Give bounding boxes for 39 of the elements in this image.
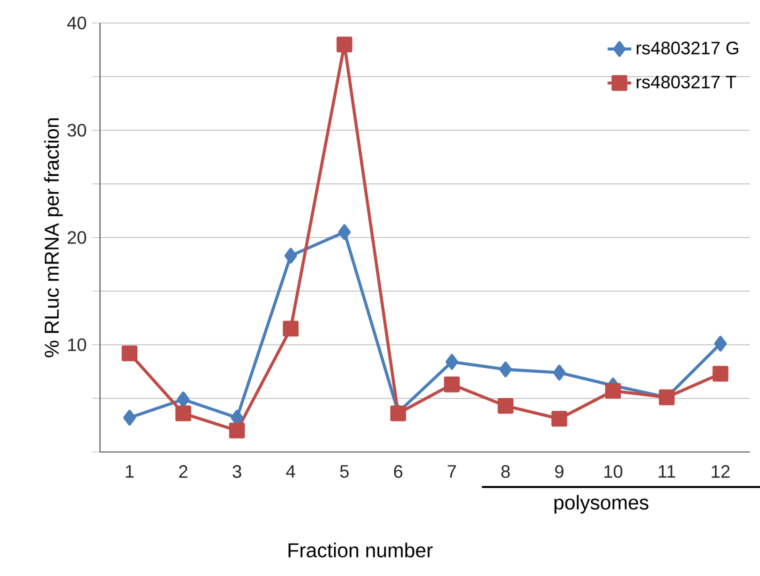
point	[336, 36, 352, 52]
point	[444, 376, 460, 392]
point	[605, 382, 621, 399]
x-tick-label: 12	[712, 465, 730, 478]
y-axis-title: % RLuc mRNA per fraction	[44, 118, 63, 358]
x-tick-label: 9	[555, 465, 564, 478]
x-tick-label: 10	[604, 465, 622, 478]
point	[712, 366, 728, 382]
point	[499, 362, 512, 378]
point	[551, 410, 568, 427]
x-axis-title: Fraction number	[288, 542, 433, 558]
legend-label: rs4803217 G	[636, 42, 738, 54]
y-tick-label: 30	[67, 124, 86, 137]
x-tick-label: 8	[501, 465, 510, 478]
point	[498, 398, 514, 414]
legend-label: rs4803217 T	[636, 76, 736, 88]
point	[282, 320, 299, 337]
point	[714, 336, 727, 352]
x-tick-label: 6	[394, 465, 402, 478]
x-tick-label: 2	[179, 465, 188, 478]
y-tick-label: 10	[68, 338, 86, 352]
x-tick-label: 4	[286, 465, 296, 478]
x-tick-label: 5	[340, 465, 349, 478]
y-tick-label: 40	[67, 16, 86, 30]
point	[176, 392, 190, 408]
x-tick-label: 7	[448, 465, 456, 478]
point	[338, 224, 351, 240]
point	[122, 345, 138, 362]
point	[229, 422, 245, 438]
point	[553, 364, 566, 381]
x-tick-label: 11	[658, 465, 676, 478]
text: polysomes	[554, 494, 648, 514]
x-tick-label: 1	[126, 465, 134, 478]
point	[175, 406, 192, 422]
y-tick-label: 20	[68, 231, 86, 244]
point	[284, 248, 298, 264]
point	[446, 354, 458, 370]
point	[123, 410, 136, 426]
x-tick-label: 3	[232, 465, 242, 478]
